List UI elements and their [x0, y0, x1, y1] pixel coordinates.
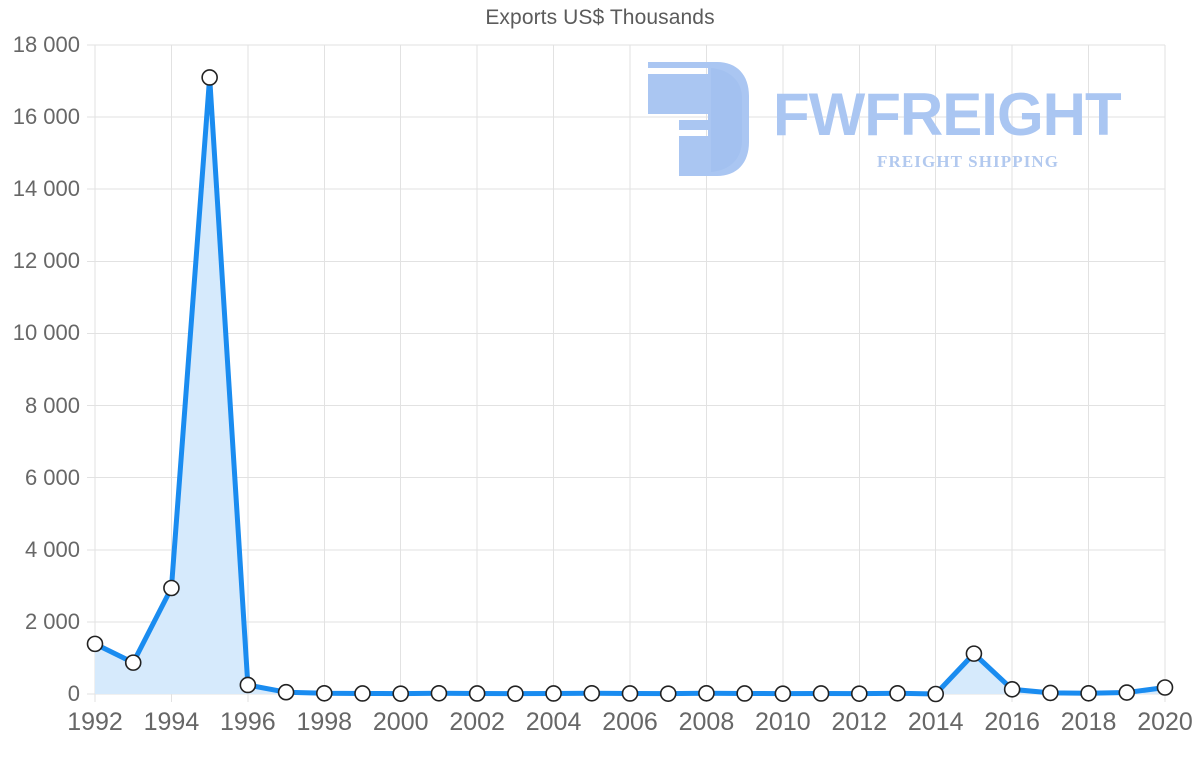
data-point-marker[interactable]: [430, 684, 448, 702]
y-axis-tick-label: 4 000: [24, 536, 80, 562]
x-axis-tick-label: 2020: [1137, 708, 1193, 736]
data-point-marker[interactable]: [850, 685, 868, 702]
y-axis-tick-label: 6 000: [24, 464, 80, 490]
data-point-marker[interactable]: [927, 685, 945, 703]
x-axis-tick-label: 2010: [755, 708, 811, 736]
data-point-marker[interactable]: [812, 685, 830, 702]
data-point-marker[interactable]: [163, 579, 180, 597]
y-axis-tick-label: 16 000: [12, 104, 80, 130]
data-point-marker[interactable]: [1003, 681, 1021, 698]
x-axis-tick-label: 2016: [984, 708, 1040, 736]
data-point-marker[interactable]: [239, 676, 257, 694]
data-point-marker[interactable]: [774, 685, 792, 702]
data-point-marker[interactable]: [736, 685, 753, 702]
x-axis-tick-label: 2004: [525, 708, 582, 736]
y-axis-tick-label: 8 000: [24, 392, 80, 418]
data-point-marker[interactable]: [277, 683, 295, 701]
data-point-marker[interactable]: [315, 684, 333, 702]
area-fill: [95, 77, 1165, 694]
x-axis-tick-label: 2006: [602, 708, 658, 736]
x-axis-tick-label: 1992: [67, 708, 123, 736]
x-axis-tick-label: 2014: [907, 708, 964, 736]
data-point-marker[interactable]: [1118, 684, 1136, 701]
data-point-marker[interactable]: [124, 654, 142, 671]
y-axis-tick-label: 18 000: [12, 32, 80, 57]
x-axis-tick-label: 2000: [372, 708, 429, 736]
data-point-marker[interactable]: [468, 685, 486, 702]
data-markers: [86, 69, 1174, 703]
x-axis-tick-label: 2002: [449, 708, 505, 736]
data-point-marker[interactable]: [965, 645, 983, 662]
x-axis-tick-label: 2008: [678, 708, 735, 736]
gridlines: [87, 44, 1166, 702]
data-point-marker[interactable]: [354, 685, 371, 702]
data-point-marker[interactable]: [545, 685, 562, 702]
data-point-marker[interactable]: [889, 684, 906, 702]
data-point-marker[interactable]: [201, 69, 218, 86]
data-point-marker[interactable]: [621, 685, 639, 702]
y-axis-tick-label: 12 000: [12, 248, 80, 274]
y-axis-tick-label: 10 000: [12, 320, 80, 346]
data-point-marker[interactable]: [698, 684, 715, 702]
x-axis-tick-label: 1996: [220, 708, 276, 736]
data-point-marker[interactable]: [659, 685, 677, 702]
data-point-marker[interactable]: [392, 685, 410, 702]
data-point-marker[interactable]: [86, 635, 104, 653]
y-axis-tick-label: 0: [67, 681, 80, 706]
data-point-marker[interactable]: [507, 685, 524, 702]
data-point-marker[interactable]: [583, 684, 601, 702]
chart-title: Exports US$ Thousands: [485, 6, 715, 29]
x-axis-tick-label: 2012: [831, 708, 888, 736]
x-axis-tick-label: 1994: [143, 708, 200, 736]
y-axis-tick-label: 2 000: [24, 608, 80, 634]
data-point-marker[interactable]: [1156, 679, 1174, 696]
x-axis-tick-label: 2018: [1060, 708, 1117, 736]
data-point-marker[interactable]: [1080, 684, 1097, 702]
data-point-marker[interactable]: [1042, 684, 1059, 702]
x-axis-tick-label: 1998: [296, 708, 353, 736]
y-axis-tick-label: 14 000: [12, 176, 80, 202]
